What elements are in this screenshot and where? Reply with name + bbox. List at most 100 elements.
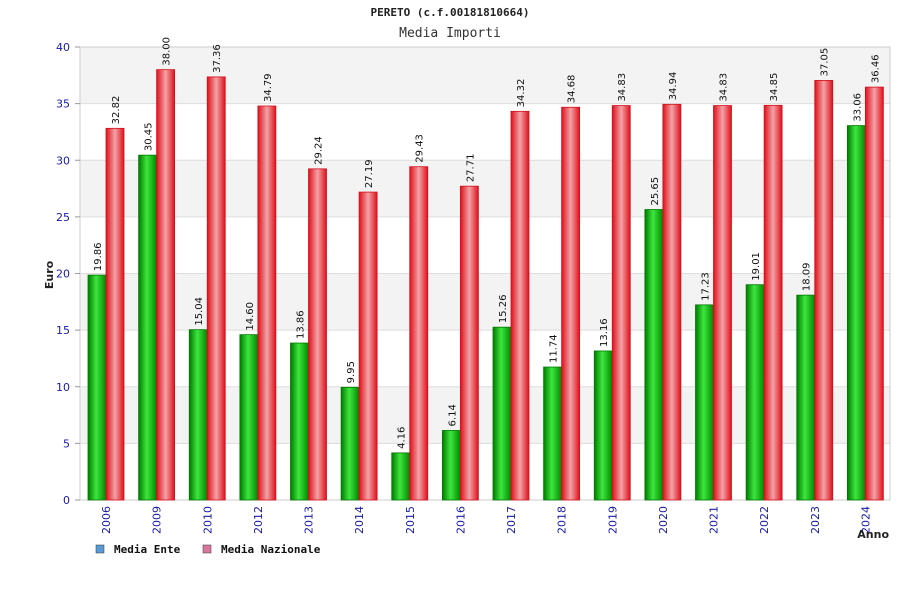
x-axis-ticks: 2006 2009 2010 2012 2013 2014 2015 2016 2017 2018… [100, 506, 872, 534]
bar-media-ente [239, 334, 259, 501]
bar-media-nazionale [409, 166, 429, 501]
bar-media-ente [745, 284, 765, 501]
data-label: 13.86 [296, 310, 307, 339]
y-tick-label: 30 [56, 154, 70, 167]
bar-media-nazionale [713, 105, 732, 501]
data-label: 25.65 [650, 177, 661, 206]
bar-media-ente [391, 452, 411, 501]
data-label: 11.74 [549, 334, 560, 363]
data-label: 18.09 [802, 262, 813, 291]
y-tick-label: 25 [56, 211, 70, 224]
x-tick-label: 2013 [303, 506, 316, 534]
legend-swatch-media-ente [95, 544, 105, 554]
bar-media-nazionale [358, 191, 378, 501]
y-tick-label: 20 [56, 268, 70, 281]
bar-media-nazionale [662, 103, 682, 501]
bar-media-ente [796, 294, 816, 501]
data-label: 34.83 [719, 73, 730, 102]
bar-media-ente [593, 350, 613, 501]
y-tick-label: 0 [63, 494, 70, 507]
x-tick-label: 2014 [353, 506, 366, 534]
data-label: 29.43 [415, 134, 426, 163]
bar-media-nazionale [561, 106, 581, 501]
x-tick-label: 2016 [454, 506, 467, 534]
bar-media-nazionale [105, 127, 125, 501]
x-tick-label: 2006 [100, 506, 113, 534]
x-axis-title: Anno [857, 528, 889, 541]
data-label: 34.94 [668, 72, 679, 101]
data-label: 37.05 [820, 48, 831, 77]
data-label: 34.79 [263, 73, 274, 102]
y-tick-label: 40 [56, 41, 70, 54]
bar-media-ente [138, 154, 158, 501]
data-label: 34.85 [769, 73, 780, 102]
bars-layer [87, 69, 884, 501]
bar-media-ente [87, 274, 107, 501]
x-tick-label: 2021 [708, 506, 721, 534]
x-tick-label: 2019 [606, 506, 619, 534]
bar-media-ente [290, 342, 309, 501]
data-label: 34.83 [617, 73, 628, 102]
bar-media-ente [695, 304, 714, 501]
data-label: 19.01 [751, 252, 762, 281]
data-label: 6.14 [447, 404, 458, 426]
data-label: 37.36 [212, 44, 223, 73]
bar-media-ente [340, 386, 360, 501]
bar-media-nazionale [308, 168, 327, 501]
bar-media-nazionale [257, 105, 277, 501]
y-tick-label: 5 [63, 437, 70, 450]
data-label: 4.16 [397, 427, 408, 449]
bar-media-nazionale [611, 105, 631, 501]
bar-media-ente [441, 430, 461, 501]
y-tick-label: 35 [56, 98, 70, 111]
y-axis-ticks: 0 5 10 15 20 25 30 35 40 [56, 41, 80, 507]
x-tick-label: 2012 [252, 506, 265, 534]
data-label: 34.32 [516, 79, 527, 108]
bar-media-nazionale [510, 110, 530, 501]
data-label: 27.71 [465, 154, 476, 183]
data-label: 36.46 [870, 54, 881, 83]
bar-media-nazionale [156, 69, 176, 501]
data-label: 19.86 [93, 242, 104, 271]
bar-media-nazionale [459, 185, 479, 501]
legend: Media Ente Media Nazionale [95, 543, 321, 556]
data-label: 33.06 [852, 93, 863, 122]
x-tick-label: 2009 [151, 506, 164, 534]
x-tick-label: 2022 [758, 506, 771, 534]
data-label: 34.68 [567, 75, 578, 104]
bar-media-ente [644, 209, 664, 501]
y-tick-label: 10 [56, 381, 70, 394]
x-tick-label: 2020 [657, 506, 670, 534]
legend-label-media-nazionale: Media Nazionale [221, 543, 321, 556]
bar-media-ente [846, 125, 866, 501]
chart-subtitle: Media Importi [399, 26, 501, 41]
x-tick-label: 2017 [505, 506, 518, 534]
x-tick-label: 2023 [809, 506, 822, 534]
data-label: 9.95 [346, 361, 357, 383]
bar-media-nazionale [864, 86, 884, 501]
bar-media-nazionale [763, 104, 783, 501]
data-label: 38.00 [162, 37, 173, 66]
bar-media-ente [492, 326, 512, 501]
x-tick-label: 2010 [201, 506, 214, 534]
data-label: 15.04 [194, 297, 205, 326]
data-label: 29.24 [314, 136, 325, 165]
bar-media-ente [188, 329, 208, 501]
data-label: 15.26 [498, 295, 509, 324]
data-label: 30.45 [144, 123, 155, 152]
data-label: 32.82 [111, 96, 122, 125]
x-tick-label: 2024 [859, 506, 872, 534]
data-label: 14.60 [245, 302, 256, 331]
y-tick-label: 15 [56, 324, 70, 337]
x-tick-label: 2018 [556, 506, 569, 534]
x-tick-label: 2015 [404, 506, 417, 534]
data-label: 17.23 [701, 272, 712, 301]
data-label: 13.16 [599, 318, 610, 347]
y-axis-title: Euro [43, 260, 56, 289]
chart-title: PERETO (c.f.00181810664) [371, 6, 530, 19]
bar-media-nazionale [814, 80, 834, 501]
bar-media-nazionale [206, 76, 226, 501]
legend-swatch-media-nazionale [202, 544, 212, 554]
data-label: 27.19 [364, 159, 375, 188]
